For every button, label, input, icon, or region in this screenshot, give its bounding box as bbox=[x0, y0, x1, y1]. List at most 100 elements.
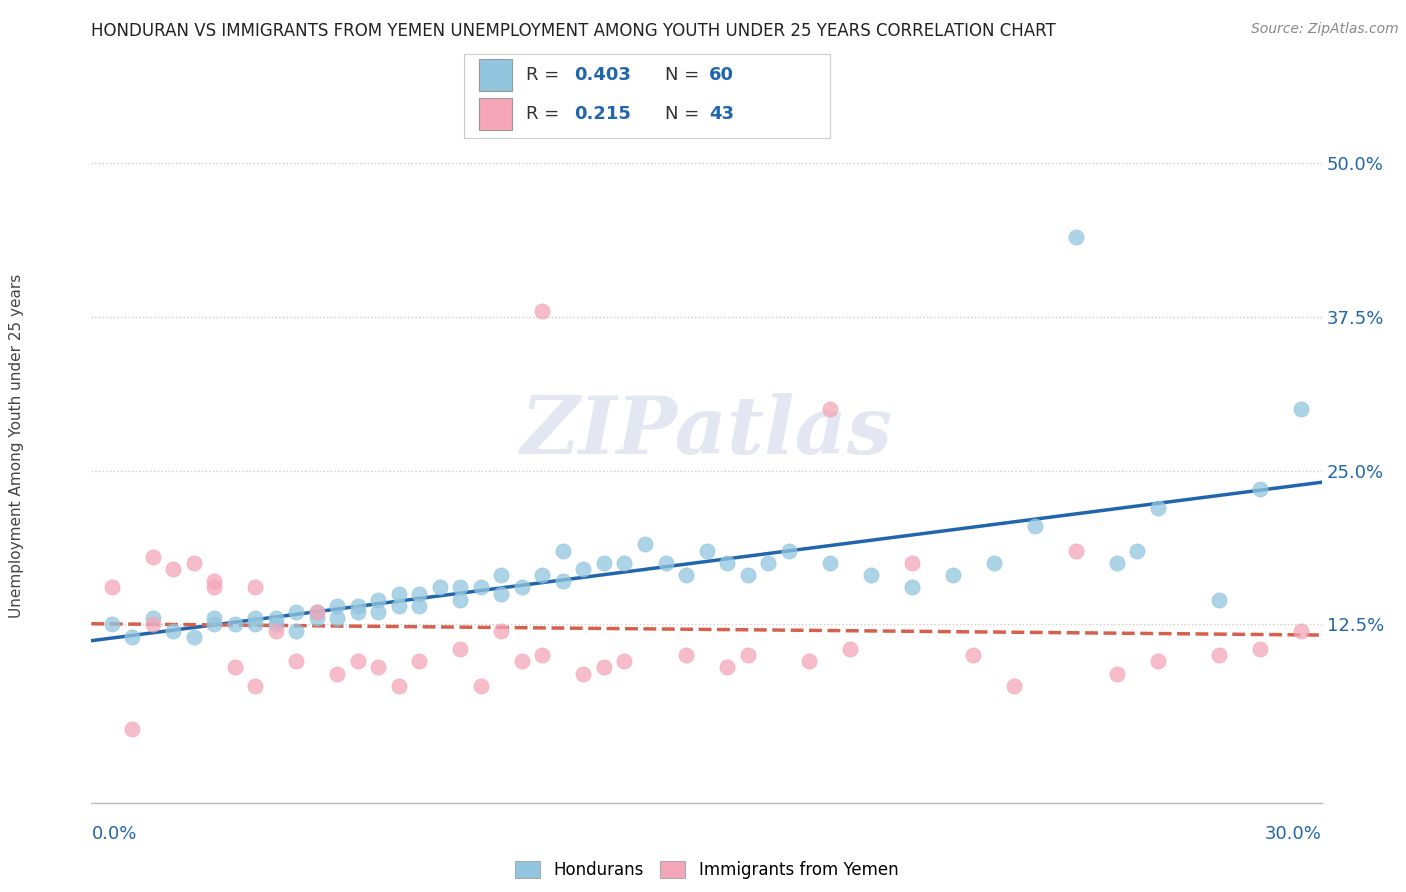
Point bbox=[613, 556, 636, 570]
Point bbox=[675, 648, 697, 662]
Point bbox=[1105, 556, 1128, 570]
Point bbox=[408, 587, 430, 601]
Point bbox=[1002, 679, 1025, 693]
Point bbox=[1126, 543, 1149, 558]
Point bbox=[326, 666, 349, 681]
FancyBboxPatch shape bbox=[478, 59, 512, 91]
Point bbox=[1249, 642, 1271, 657]
Point bbox=[264, 624, 287, 638]
Point bbox=[756, 556, 779, 570]
Point bbox=[449, 581, 471, 595]
Text: N =: N = bbox=[665, 104, 704, 123]
Point bbox=[121, 722, 143, 736]
Point bbox=[347, 605, 370, 619]
FancyBboxPatch shape bbox=[478, 97, 512, 130]
Point bbox=[613, 654, 636, 668]
Point bbox=[1289, 402, 1312, 417]
Point bbox=[245, 611, 267, 625]
Point bbox=[983, 556, 1005, 570]
Point bbox=[449, 592, 471, 607]
Point bbox=[1024, 519, 1046, 533]
Point bbox=[654, 556, 676, 570]
Point bbox=[183, 556, 205, 570]
Point bbox=[695, 543, 717, 558]
Point bbox=[305, 611, 328, 625]
Point bbox=[531, 568, 554, 582]
Point bbox=[491, 587, 513, 601]
Text: 30.0%: 30.0% bbox=[1265, 825, 1322, 843]
Text: N =: N = bbox=[665, 66, 704, 84]
Point bbox=[245, 617, 267, 632]
Point bbox=[491, 568, 513, 582]
Point bbox=[202, 574, 225, 589]
Text: R =: R = bbox=[526, 104, 571, 123]
Point bbox=[737, 568, 759, 582]
Point bbox=[429, 581, 451, 595]
Text: Unemployment Among Youth under 25 years: Unemployment Among Youth under 25 years bbox=[10, 274, 24, 618]
Point bbox=[101, 581, 124, 595]
Point bbox=[388, 599, 411, 613]
Point bbox=[305, 605, 328, 619]
Point bbox=[470, 679, 492, 693]
Point bbox=[716, 660, 738, 674]
Point bbox=[326, 611, 349, 625]
Point bbox=[202, 617, 225, 632]
Point bbox=[470, 581, 492, 595]
Point bbox=[121, 630, 143, 644]
Point bbox=[305, 605, 328, 619]
Point bbox=[675, 568, 697, 582]
Point bbox=[572, 562, 595, 576]
Point bbox=[388, 679, 411, 693]
Text: 0.403: 0.403 bbox=[574, 66, 630, 84]
Point bbox=[531, 303, 554, 318]
Point bbox=[326, 599, 349, 613]
Point bbox=[900, 581, 922, 595]
Point bbox=[551, 574, 574, 589]
Point bbox=[1105, 666, 1128, 681]
Point bbox=[367, 660, 389, 674]
Point bbox=[142, 611, 165, 625]
Text: Source: ZipAtlas.com: Source: ZipAtlas.com bbox=[1251, 22, 1399, 37]
Legend: Hondurans, Immigrants from Yemen: Hondurans, Immigrants from Yemen bbox=[506, 853, 907, 888]
Point bbox=[531, 648, 554, 662]
Point bbox=[285, 605, 308, 619]
Point bbox=[859, 568, 882, 582]
Text: R =: R = bbox=[526, 66, 565, 84]
Text: HONDURAN VS IMMIGRANTS FROM YEMEN UNEMPLOYMENT AMONG YOUTH UNDER 25 YEARS CORREL: HONDURAN VS IMMIGRANTS FROM YEMEN UNEMPL… bbox=[91, 22, 1056, 40]
Point bbox=[1208, 592, 1230, 607]
Point bbox=[593, 556, 616, 570]
Point bbox=[818, 402, 841, 417]
Point bbox=[408, 599, 430, 613]
Point bbox=[408, 654, 430, 668]
Point bbox=[202, 581, 225, 595]
Text: 60: 60 bbox=[709, 66, 734, 84]
Point bbox=[245, 581, 267, 595]
Point bbox=[388, 587, 411, 601]
Point bbox=[1146, 654, 1168, 668]
Point bbox=[1289, 624, 1312, 638]
Point bbox=[900, 556, 922, 570]
Point bbox=[183, 630, 205, 644]
Point bbox=[367, 605, 389, 619]
Point bbox=[449, 642, 471, 657]
Point bbox=[142, 549, 165, 564]
Text: ZIPatlas: ZIPatlas bbox=[520, 393, 893, 470]
Point bbox=[797, 654, 820, 668]
Point bbox=[716, 556, 738, 570]
Point bbox=[572, 666, 595, 681]
Point bbox=[264, 617, 287, 632]
Text: 0.0%: 0.0% bbox=[91, 825, 136, 843]
Point bbox=[510, 581, 533, 595]
Point bbox=[491, 624, 513, 638]
Point bbox=[1146, 500, 1168, 515]
Point bbox=[593, 660, 616, 674]
Point bbox=[1208, 648, 1230, 662]
Point bbox=[962, 648, 984, 662]
Point bbox=[1064, 230, 1087, 244]
Point bbox=[551, 543, 574, 558]
Point bbox=[634, 537, 657, 551]
Point bbox=[264, 611, 287, 625]
Point bbox=[347, 599, 370, 613]
Point bbox=[245, 679, 267, 693]
Point bbox=[778, 543, 800, 558]
